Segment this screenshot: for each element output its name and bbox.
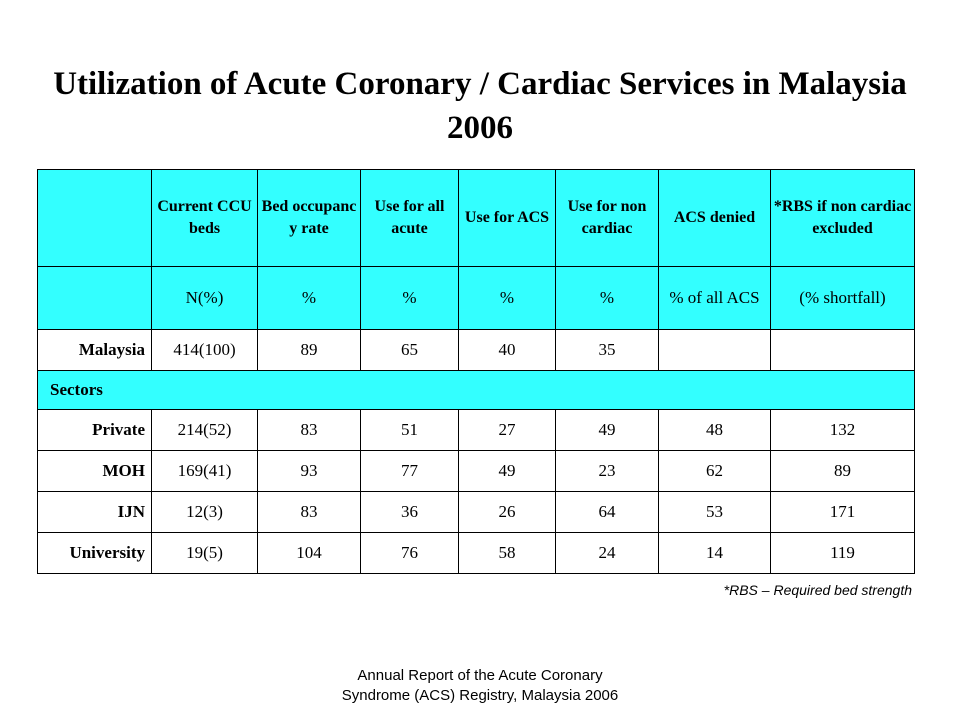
units-cell: % — [360, 266, 459, 330]
footer-line: Annual Report of the Acute Coronary — [357, 667, 603, 684]
utilization-table: Current CCU beds Bed occupanc y rate Use… — [37, 169, 915, 574]
units-cell: N(%) — [151, 266, 258, 330]
units-cell-empty — [37, 266, 152, 330]
units-row: N(%) % % % % % of all ACS (% shortfall) — [37, 266, 915, 330]
table-row-malaysia: Malaysia 414(100) 89 65 40 35 — [37, 329, 915, 371]
units-cell: % — [257, 266, 361, 330]
table-cell: 89 — [257, 329, 361, 371]
units-cell: % — [555, 266, 659, 330]
table-cell: 77 — [360, 450, 459, 492]
table-row: Private 214(52) 83 51 27 49 48 132 — [37, 409, 915, 451]
sectors-label: Sectors — [37, 370, 915, 410]
table-cell: 83 — [257, 491, 361, 533]
table-cell — [770, 329, 915, 371]
table-cell: 83 — [257, 409, 361, 451]
page-title: Utilization of Acute Coronary / Cardiac … — [53, 66, 907, 146]
table-cell: 27 — [458, 409, 556, 451]
table-cell: 104 — [257, 532, 361, 574]
footer-line: Syndrome (ACS) Registry, Malaysia 2006 — [341, 687, 619, 704]
table-cell: 36 — [360, 491, 459, 533]
table-cell: 40 — [458, 329, 556, 371]
table-cell: 58 — [458, 532, 556, 574]
units-cell: (% shortfall) — [770, 266, 915, 330]
table-cell: 132 — [770, 409, 915, 451]
header-bed-occupancy-rate: Bed occupanc y rate — [257, 169, 361, 267]
table-cell: 171 — [770, 491, 915, 533]
table-cell: 49 — [555, 409, 659, 451]
table-cell: 19(5) — [151, 532, 258, 574]
table-cell: 35 — [555, 329, 659, 371]
table-cell: 26 — [458, 491, 556, 533]
table-cell: 53 — [658, 491, 771, 533]
sectors-row: Sectors — [37, 370, 915, 410]
row-label: MOH — [37, 450, 152, 492]
footer-caption: Annual Report of the Acute Coronary Synd… — [300, 666, 660, 706]
header-acs-denied: ACS denied — [658, 169, 771, 267]
header-current-ccu-beds: Current CCU beds — [151, 169, 258, 267]
table-cell: 64 — [555, 491, 659, 533]
table-cell: 23 — [555, 450, 659, 492]
row-label: Private — [37, 409, 152, 451]
row-label: Malaysia — [37, 329, 152, 371]
table-row: IJN 12(3) 83 36 26 64 53 171 — [37, 491, 915, 533]
row-label: IJN — [37, 491, 152, 533]
table-cell: 214(52) — [151, 409, 258, 451]
table-cell: 119 — [770, 532, 915, 574]
table-cell: 49 — [458, 450, 556, 492]
table-cell: 89 — [770, 450, 915, 492]
header-row: Current CCU beds Bed occupanc y rate Use… — [37, 169, 915, 267]
table-cell: 65 — [360, 329, 459, 371]
footnote: *RBS – Required bed strength — [723, 582, 912, 598]
table-cell: 12(3) — [151, 491, 258, 533]
units-cell: % of all ACS — [658, 266, 771, 330]
header-use-acs: Use for ACS — [458, 169, 556, 267]
table-cell: 62 — [658, 450, 771, 492]
table-cell: 169(41) — [151, 450, 258, 492]
table-cell: 76 — [360, 532, 459, 574]
header-rbs: *RBS if non cardiac excluded — [770, 169, 915, 267]
units-cell: % — [458, 266, 556, 330]
table-cell: 51 — [360, 409, 459, 451]
header-use-all-acute: Use for all acute — [360, 169, 459, 267]
table-cell: 14 — [658, 532, 771, 574]
table-cell: 24 — [555, 532, 659, 574]
header-use-non-cardiac: Use for non cardiac — [555, 169, 659, 267]
table-cell: 48 — [658, 409, 771, 451]
table-cell: 93 — [257, 450, 361, 492]
table-row: University 19(5) 104 76 58 24 14 119 — [37, 532, 915, 574]
table-cell — [658, 329, 771, 371]
table-cell: 414(100) — [151, 329, 258, 371]
row-label: University — [37, 532, 152, 574]
header-cell-empty — [37, 169, 152, 267]
table-row: MOH 169(41) 93 77 49 23 62 89 — [37, 450, 915, 492]
